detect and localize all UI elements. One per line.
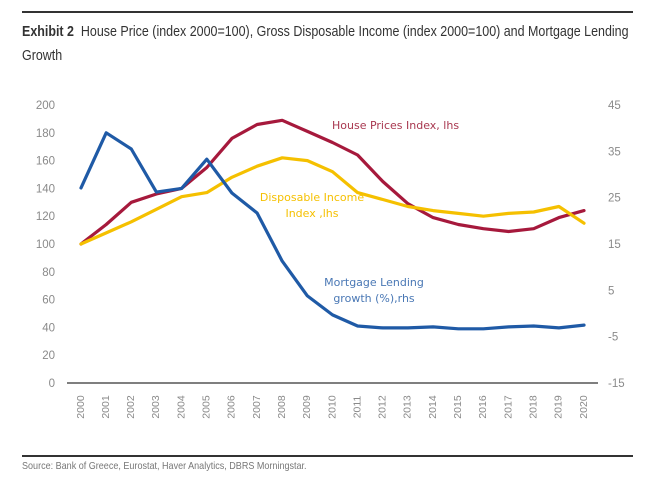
x-tick-label: 2013 bbox=[402, 395, 414, 419]
bottom-rule bbox=[22, 455, 633, 457]
annotation-house-prices: House Prices Index, lhs bbox=[332, 119, 459, 132]
x-tick-label: 2006 bbox=[226, 395, 238, 419]
y-left-tick-label: 140 bbox=[36, 183, 55, 195]
x-tick-label: 2010 bbox=[326, 395, 338, 419]
x-tick-label: 2017 bbox=[502, 395, 514, 419]
x-tick-label: 2012 bbox=[377, 395, 389, 419]
x-tick-label: 2000 bbox=[75, 395, 87, 419]
series-annotations: House Prices Index, lhs Disposable Incom… bbox=[260, 119, 459, 305]
y-left-tick-label: 60 bbox=[42, 295, 55, 307]
x-axis-ticks: 2000 2001 2002 2003 2004 2005 2006 2007 2008 2009… bbox=[75, 395, 590, 419]
y-left-tick-label: 20 bbox=[42, 350, 55, 362]
x-tick-label: 2011 bbox=[351, 396, 363, 419]
x-tick-label: 2009 bbox=[301, 395, 313, 419]
annotation-disposable-income-line1: Disposable Income bbox=[260, 191, 364, 204]
annotation-mortgage-line1: Mortgage Lending bbox=[324, 276, 424, 289]
x-tick-label: 2014 bbox=[427, 395, 439, 419]
y-right-tick-label: 15 bbox=[608, 239, 621, 251]
chart-title: Exhibit 2 House Price (index 2000=100), … bbox=[22, 20, 633, 68]
y-left-tick-label: 100 bbox=[36, 239, 55, 251]
series-lines bbox=[79, 118, 586, 331]
x-tick-label: 2019 bbox=[553, 395, 565, 419]
top-rule bbox=[22, 11, 633, 13]
y-left-tick-label: 0 bbox=[49, 378, 55, 390]
x-tick-label: 2015 bbox=[452, 395, 464, 419]
series-line-disposable-income-index-lhs bbox=[79, 156, 586, 246]
y-right-tick-label: -5 bbox=[608, 332, 618, 344]
y-right-tick-label: 45 bbox=[608, 100, 621, 112]
x-tick-label: 2018 bbox=[527, 395, 539, 419]
source-note: Source: Bank of Greece, Eurostat, Haver … bbox=[22, 460, 307, 472]
y-left-tick-label: 180 bbox=[36, 128, 55, 140]
y-left-tick-label: 200 bbox=[36, 100, 55, 112]
exhibit-label: Exhibit 2 bbox=[22, 24, 74, 40]
x-tick-label: 2007 bbox=[251, 395, 263, 419]
x-tick-label: 2002 bbox=[125, 395, 137, 419]
x-tick-label: 2020 bbox=[578, 395, 590, 419]
y-left-tick-label: 80 bbox=[42, 267, 55, 279]
x-tick-label: 2003 bbox=[150, 395, 162, 419]
series-line-house-prices-index-lhs bbox=[79, 118, 586, 246]
y-right-tick-label: -15 bbox=[608, 378, 625, 390]
annotation-disposable-income-line2: Index ,lhs bbox=[285, 207, 338, 220]
y-right-tick-label: 25 bbox=[608, 193, 621, 205]
annotation-mortgage-line2: growth (%),rhs bbox=[333, 292, 415, 305]
y-left-tick-label: 160 bbox=[36, 156, 55, 168]
x-tick-label: 2004 bbox=[175, 395, 187, 419]
y-right-tick-label: 35 bbox=[608, 146, 621, 158]
x-tick-label: 2001 bbox=[100, 395, 112, 419]
y-left-tick-label: 120 bbox=[36, 211, 55, 223]
x-tick-label: 2016 bbox=[477, 395, 489, 419]
title-text: House Price (index 2000=100), Gross Disp… bbox=[22, 24, 629, 64]
y-right-tick-label: 5 bbox=[608, 285, 614, 297]
y-left-tick-label: 40 bbox=[42, 322, 55, 334]
y-axis-right: 45 35 25 15 5 -5 -15 bbox=[608, 100, 625, 390]
x-tick-label: 2008 bbox=[276, 395, 288, 419]
x-tick-label: 2005 bbox=[201, 395, 213, 419]
